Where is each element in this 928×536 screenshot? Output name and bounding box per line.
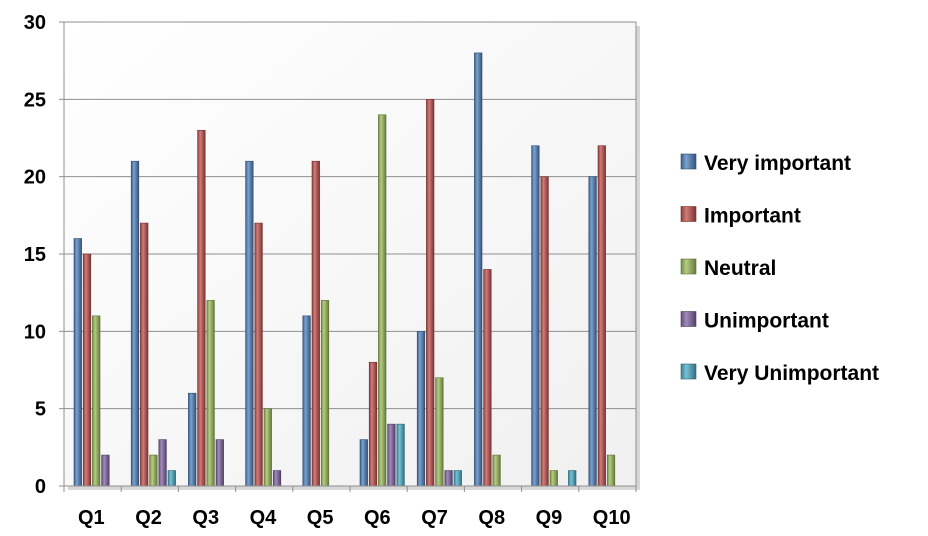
legend: Very important Important Neutral Unimportan… xyxy=(680,152,879,385)
bar-q2-series-4 xyxy=(167,470,176,487)
bar-q4-series-1 xyxy=(254,222,263,487)
y-tick-label: 5 xyxy=(35,399,46,421)
legend-swatch xyxy=(680,363,697,380)
x-tick-label: Q8 xyxy=(478,507,505,529)
bar-q3-series-0 xyxy=(188,392,197,487)
bar-q5-series-0 xyxy=(302,315,311,487)
legend-swatch xyxy=(680,258,697,275)
legend-label: Neutral xyxy=(704,257,776,280)
bar-q3-series-2 xyxy=(206,300,215,487)
plot-area xyxy=(63,21,640,490)
bar-q5-series-2 xyxy=(320,300,330,487)
legend-swatch xyxy=(680,311,697,327)
bar-q10-series-0 xyxy=(588,176,597,487)
y-tick-label: 30 xyxy=(24,12,46,34)
bar-q9-series-1 xyxy=(540,176,549,487)
bar-q7-series-1 xyxy=(426,99,435,487)
bar-q4-series-2 xyxy=(263,408,272,487)
bar-q4-series-0 xyxy=(245,160,254,487)
legend-label: Unimportant xyxy=(704,310,829,333)
bar-q2-series-1 xyxy=(140,222,149,487)
bar-q1-series-2 xyxy=(92,315,101,487)
legend-swatch xyxy=(680,206,697,222)
legend-label: Very Unimportant xyxy=(704,362,879,385)
bar-q5-series-1 xyxy=(311,160,320,487)
bar-q2-series-3 xyxy=(158,439,167,487)
bar-q8-series-2 xyxy=(492,454,501,487)
bar-q3-series-3 xyxy=(215,439,224,487)
x-tick-label: Q3 xyxy=(192,507,219,529)
x-tick-label: Q5 xyxy=(307,507,334,529)
bar-q7-series-4 xyxy=(453,470,462,487)
bars xyxy=(73,52,616,487)
bar-q1-series-1 xyxy=(82,253,92,487)
bar-q9-series-2 xyxy=(549,470,558,487)
bar-q6-series-4 xyxy=(396,423,405,487)
bar-q7-series-2 xyxy=(435,377,444,487)
legend-label: Very important xyxy=(704,152,851,175)
legend-swatch xyxy=(680,153,697,170)
y-tick-label: 0 xyxy=(35,476,46,498)
bar-q9-series-4 xyxy=(568,470,577,487)
y-tick-label: 25 xyxy=(24,89,46,111)
bar-q9-series-0 xyxy=(531,145,540,487)
x-axis: Q1 Q2 Q3 Q4 Q5 Q6 Q7 Q8 Q9 Q10 xyxy=(63,485,637,529)
y-tick-label: 20 xyxy=(24,167,46,189)
y-tick-label: 10 xyxy=(24,321,46,343)
bar-q7-series-3 xyxy=(444,470,453,487)
bar-q6-series-0 xyxy=(359,439,368,487)
bar-q2-series-2 xyxy=(149,454,158,487)
bar-q1-series-0 xyxy=(73,238,82,487)
y-tick-label: 15 xyxy=(24,244,46,266)
bar-q6-series-3 xyxy=(387,423,396,487)
bar-q3-series-1 xyxy=(197,129,206,487)
x-tick-label: Q2 xyxy=(135,507,162,529)
bar-q7-series-0 xyxy=(416,331,426,487)
bar-q2-series-0 xyxy=(130,160,140,487)
x-tick-label: Q10 xyxy=(593,507,631,529)
bar-q4-series-3 xyxy=(272,470,282,487)
bar-q8-series-1 xyxy=(483,269,492,487)
x-tick-label: Q7 xyxy=(421,507,448,529)
x-tick-label: Q6 xyxy=(364,507,391,529)
bar-q1-series-3 xyxy=(101,454,110,487)
x-tick-label: Q9 xyxy=(536,507,563,529)
bar-q8-series-0 xyxy=(474,52,483,487)
x-tick-label: Q4 xyxy=(250,507,278,529)
bar-q10-series-1 xyxy=(597,145,606,487)
x-tick-label: Q1 xyxy=(78,507,105,529)
legend-label: Important xyxy=(704,205,801,228)
y-axis: 0 5 10 15 20 25 30 xyxy=(24,12,65,498)
bar-q6-series-2 xyxy=(378,114,387,487)
bar-q10-series-2 xyxy=(606,454,616,487)
bar-q6-series-1 xyxy=(368,361,378,487)
